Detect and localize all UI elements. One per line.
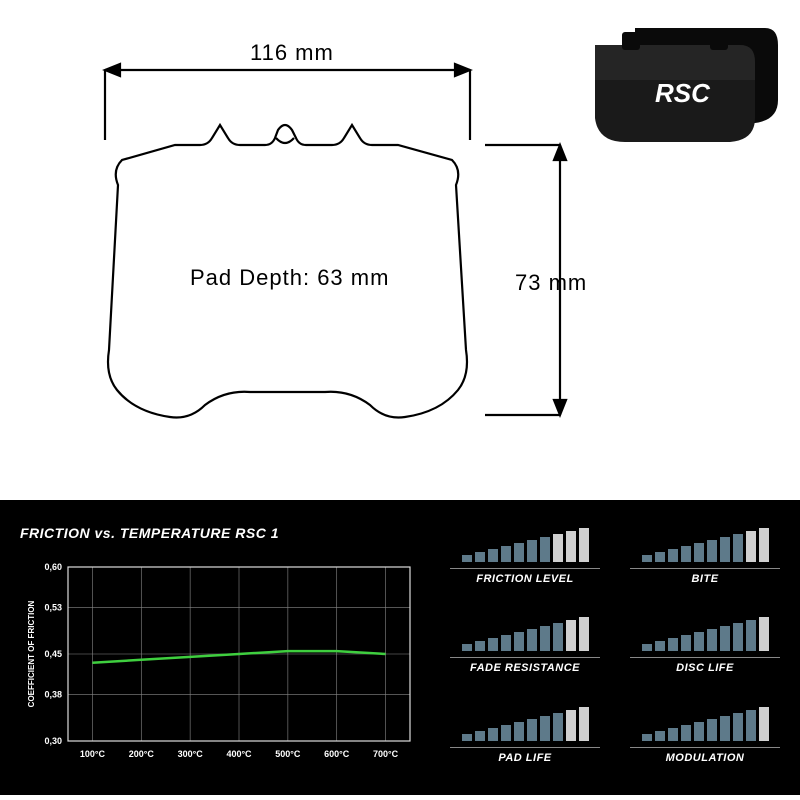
- performance-chart-section: FRICTION vs. TEMPERATURE RSC 1 0,300,380…: [0, 500, 800, 795]
- dimension-diagram-section: 116 mm 73 mm Pad Depth: 63 mm RSC: [0, 0, 800, 490]
- svg-text:300°C: 300°C: [178, 749, 204, 759]
- svg-text:0,45: 0,45: [44, 649, 62, 659]
- rating-bars: [642, 619, 769, 651]
- pad-depth-label: Pad Depth: 63 mm: [190, 265, 389, 290]
- rating-label: FADE RESISTANCE: [450, 657, 600, 674]
- svg-text:600°C: 600°C: [324, 749, 350, 759]
- brake-pad-dimension-drawing: 116 mm 73 mm Pad Depth: 63 mm: [40, 20, 600, 460]
- svg-text:100°C: 100°C: [80, 749, 106, 759]
- svg-text:0,53: 0,53: [44, 603, 62, 613]
- rating-label: PAD LIFE: [450, 747, 600, 764]
- rating-modulation: MODULATION: [630, 709, 780, 770]
- rating-disc-life: DISC LIFE: [630, 619, 780, 680]
- friction-temperature-chart: FRICTION vs. TEMPERATURE RSC 1 0,300,380…: [20, 525, 430, 770]
- rating-bars: [642, 709, 769, 741]
- rating-pad-life: PAD LIFE: [450, 709, 600, 770]
- height-dimension-label: 73 mm: [515, 270, 587, 295]
- rating-bars: [462, 530, 589, 562]
- rating-fade-resistance: FADE RESISTANCE: [450, 619, 600, 680]
- rating-label: BITE: [630, 568, 780, 585]
- svg-text:COEFFICIENT OF FRICTION: COEFFICIENT OF FRICTION: [27, 600, 36, 707]
- rating-label: DISC LIFE: [630, 657, 780, 674]
- product-brake-pad-image: RSC: [580, 20, 780, 150]
- svg-text:200°C: 200°C: [129, 749, 155, 759]
- svg-text:500°C: 500°C: [275, 749, 301, 759]
- chart-plot: 0,30 0,38 0,45 0,53 0,60 100°C 200°C 300°C 400°C…: [20, 559, 420, 769]
- svg-text:400°C: 400°C: [226, 749, 252, 759]
- rating-bite: BITE: [630, 530, 780, 591]
- chart-title: FRICTION vs. TEMPERATURE RSC 1: [20, 525, 430, 541]
- rating-bars: [462, 709, 589, 741]
- svg-text:0,60: 0,60: [44, 562, 62, 572]
- rating-label: MODULATION: [630, 747, 780, 764]
- svg-text:0,30: 0,30: [44, 736, 62, 746]
- width-dimension-label: 116 mm: [250, 40, 334, 65]
- rating-bars: [462, 619, 589, 651]
- ratings-grid: FRICTION LEVEL BITE FADE RESISTANCE DISC LI…: [430, 525, 780, 770]
- rating-bars: [642, 530, 769, 562]
- rating-label: FRICTION LEVEL: [450, 568, 600, 585]
- svg-text:700°C: 700°C: [373, 749, 399, 759]
- svg-text:0,38: 0,38: [44, 690, 62, 700]
- brand-logo: RSC: [655, 78, 711, 108]
- rating-friction-level: FRICTION LEVEL: [450, 530, 600, 591]
